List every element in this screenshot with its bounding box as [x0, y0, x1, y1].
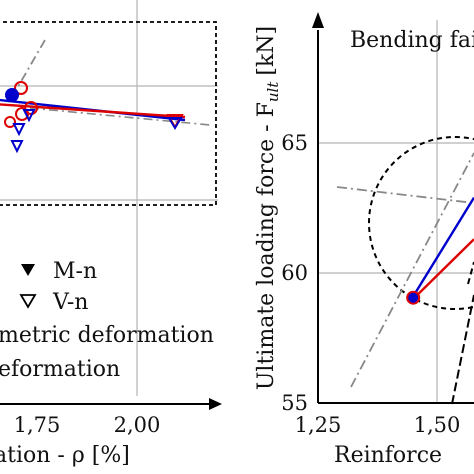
left-series-segment — [0, 98, 186, 122]
left-open-triangles — [10, 109, 184, 154]
right-dashdot-line — [336, 186, 474, 204]
right-y-ticks: 65 60 55 — [281, 131, 308, 415]
left-xtick-label: 1,75 — [14, 413, 61, 437]
right-ytick-label: 60 — [281, 261, 308, 285]
right-ytick-label: 65 — [281, 131, 308, 155]
left-series-red — [0, 103, 186, 119]
legend-open-triangle-marker — [19, 294, 37, 309]
right-gridlines — [318, 20, 474, 403]
right-dashed-line — [467, 261, 474, 285]
legend-label: eformation — [0, 357, 120, 382]
left-series-segment — [0, 103, 186, 119]
left-axis-arrowhead — [209, 398, 222, 410]
zoom-box — [0, 21, 217, 206]
left-gridlines — [0, 0, 218, 396]
legend-label: V-n — [52, 290, 88, 315]
right-ytick-label: 55 — [281, 391, 308, 415]
right-series-segment — [412, 196, 474, 298]
right-dashed-line — [451, 294, 474, 405]
left-x-ticks: 1,75 2,00 — [14, 413, 161, 437]
right-series-segment — [412, 238, 474, 300]
right-axis-y-arrowhead — [312, 12, 324, 28]
y-label-main: Ultimate loading force - F — [254, 102, 279, 390]
right-x-ticks: 1,25 1,50 — [295, 413, 461, 437]
right-x-axis-label: Reinforce — [334, 443, 442, 468]
right-data-point-marker — [406, 290, 421, 305]
svg-text:Ultimate loading force - Fult[: Ultimate loading force - Fult [kN] — [254, 26, 282, 390]
right-dashdot-line — [350, 152, 474, 388]
y-label-subscript: ult — [264, 81, 282, 102]
right-panel: Bending fai 65 60 55 1,25 1,50 Reinforce… — [254, 12, 474, 468]
right-xtick-label: 1,25 — [295, 413, 342, 437]
right-series-blue — [412, 196, 474, 298]
left-x-axis-label: ation - ρ [%] — [0, 443, 130, 468]
legend-label: metric deformation — [0, 323, 214, 348]
right-xtick-label: 1,50 — [414, 413, 461, 437]
left-blue-filled-circle — [5, 88, 19, 102]
left-legend: M-n V-n metric deformation eformation — [0, 259, 214, 382]
left-dashdot-horizontal-line — [29, 107, 211, 126]
right-y-axis-label: Ultimate loading force - Fult [kN] — [254, 26, 282, 390]
left-series-blue — [0, 98, 186, 122]
right-series-red — [412, 238, 474, 300]
left-panel: 1,75 2,00 ation - ρ [%] M-n V-n metric d… — [0, 0, 222, 468]
legend-filled-triangle-marker — [21, 264, 35, 276]
right-panel-title: Bending fai — [350, 28, 474, 53]
y-label-unit: [kN] — [254, 26, 279, 76]
left-xtick-label: 2,00 — [114, 413, 161, 437]
legend-label: M-n — [53, 259, 97, 284]
